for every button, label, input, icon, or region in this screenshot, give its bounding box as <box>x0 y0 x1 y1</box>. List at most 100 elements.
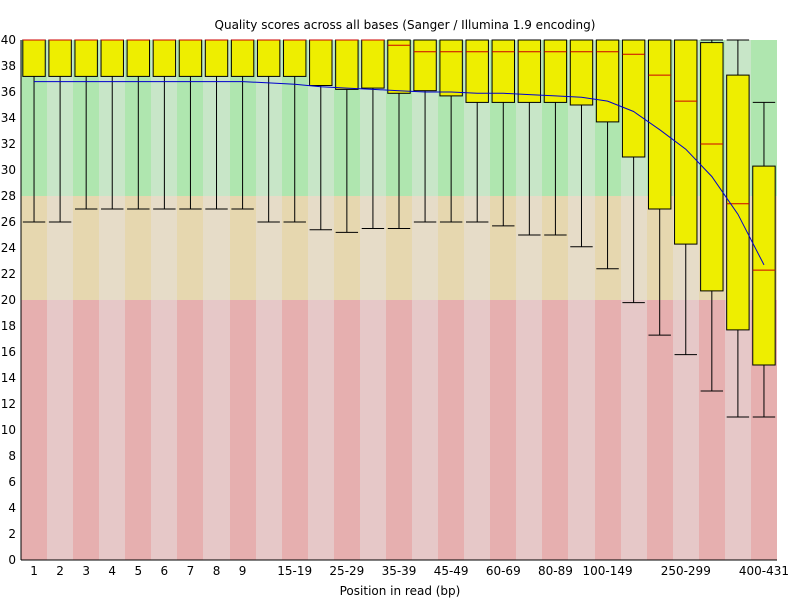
x-tick-label: 6 <box>161 564 169 578</box>
zone-poor-band <box>595 300 621 560</box>
boxes <box>22 39 776 366</box>
x-tick-labels: 1 2 3 4 5 6 7 8 9 15-19 25-29 35-39 45-49 60-69 80-89 1… <box>30 564 789 578</box>
zone-poor-band <box>151 300 177 560</box>
zone-poor-band <box>360 300 386 560</box>
quality-box <box>700 42 724 292</box>
x-tick-label: 35-39 <box>382 564 417 578</box>
y-tick-label: 18 <box>1 319 16 333</box>
x-tick-label: 1 <box>30 564 38 578</box>
y-tick-label: 28 <box>1 189 16 203</box>
x-tick-label: 25-29 <box>329 564 364 578</box>
y-tick-label: 36 <box>1 85 16 99</box>
x-tick-label: 100-149 <box>582 564 632 578</box>
quality-box <box>126 39 151 77</box>
x-tick-label: 8 <box>213 564 221 578</box>
zone-poor-band <box>542 300 568 560</box>
zone-reasonable-band <box>151 196 177 300</box>
y-tick-label: 8 <box>8 449 16 463</box>
y-tick-label: 24 <box>1 241 16 255</box>
zone-reasonable-band <box>125 196 151 300</box>
quality-box <box>621 39 646 158</box>
y-tick-label: 20 <box>1 293 16 307</box>
y-tick-label: 32 <box>1 137 16 151</box>
y-tick-label: 4 <box>8 501 16 515</box>
quality-box <box>335 39 359 90</box>
medians <box>22 39 776 271</box>
zone-poor-band <box>203 300 230 560</box>
quality-box <box>152 39 177 77</box>
zone-poor-band <box>99 300 125 560</box>
zone-poor-band <box>47 300 73 560</box>
zone-reasonable-band <box>73 196 99 300</box>
y-tick-label: 16 <box>1 345 16 359</box>
y-tick-label: 30 <box>1 163 16 177</box>
quality-box <box>517 39 542 103</box>
zone-reasonable-band <box>99 196 125 300</box>
zone-reasonable-band <box>230 196 256 300</box>
y-tick-label: 40 <box>1 33 16 47</box>
quality-box <box>256 39 281 77</box>
quality-box <box>100 39 124 77</box>
x-tick-label: 400-431 <box>739 564 789 578</box>
zone-poor-band <box>256 300 282 560</box>
y-tick-label: 26 <box>1 215 16 229</box>
zone-poor-band <box>230 300 256 560</box>
quality-box <box>178 39 203 77</box>
y-tick-label: 22 <box>1 267 16 281</box>
quality-box <box>465 39 489 103</box>
y-tick-label: 2 <box>8 527 16 541</box>
zone-poor-band <box>386 300 412 560</box>
y-tick-label: 0 <box>8 553 16 567</box>
y-tick-label: 10 <box>1 423 16 437</box>
y-tick-label: 14 <box>1 371 16 385</box>
zone-reasonable-band <box>177 196 203 300</box>
axes <box>20 40 777 561</box>
zone-poor-band <box>308 300 334 560</box>
quality-box <box>674 39 698 245</box>
zone-poor-band <box>516 300 542 560</box>
x-tick-label: 80-89 <box>538 564 573 578</box>
quality-box <box>752 165 776 366</box>
x-tick-label: 3 <box>82 564 90 578</box>
zone-poor-band <box>490 300 516 560</box>
quality-box <box>230 39 255 77</box>
y-tick-label: 38 <box>1 59 16 73</box>
quality-box <box>726 74 750 331</box>
x-axis-label: Position in read (bp) <box>340 584 461 598</box>
quality-box <box>309 39 333 86</box>
zone-poor-band <box>282 300 308 560</box>
zone-poor-band <box>621 300 647 560</box>
zone-poor-band <box>73 300 99 560</box>
zone-poor-band <box>464 300 490 560</box>
x-tick-label: 5 <box>134 564 142 578</box>
x-tick-label: 9 <box>239 564 247 578</box>
quality-box <box>569 39 594 106</box>
x-tick-label: 250-299 <box>661 564 711 578</box>
zone-reasonable-band <box>203 196 230 300</box>
quality-box <box>439 39 463 97</box>
zone-poor-band <box>177 300 203 560</box>
chart-title: Quality scores across all bases (Sanger … <box>215 18 596 32</box>
zone-poor-band <box>438 300 464 560</box>
quality-box <box>22 39 46 77</box>
x-tick-label: 4 <box>108 564 116 578</box>
quality-box <box>283 39 307 77</box>
quality-box <box>361 39 385 89</box>
zone-poor-band <box>334 300 360 560</box>
quality-box <box>647 39 672 210</box>
quality-box <box>413 39 437 92</box>
quality-box <box>387 39 411 94</box>
x-tick-label: 45-49 <box>434 564 469 578</box>
zone-poor-band <box>412 300 438 560</box>
zone-poor-band <box>125 300 151 560</box>
y-tick-label: 12 <box>1 397 16 411</box>
zone-poor-band <box>568 300 595 560</box>
quality-box <box>543 39 568 103</box>
y-tick-label: 6 <box>8 475 16 489</box>
mean-quality-line <box>34 81 765 266</box>
zone-poor-band <box>647 300 673 560</box>
quality-box <box>595 39 620 123</box>
x-tick-label: 15-19 <box>277 564 312 578</box>
